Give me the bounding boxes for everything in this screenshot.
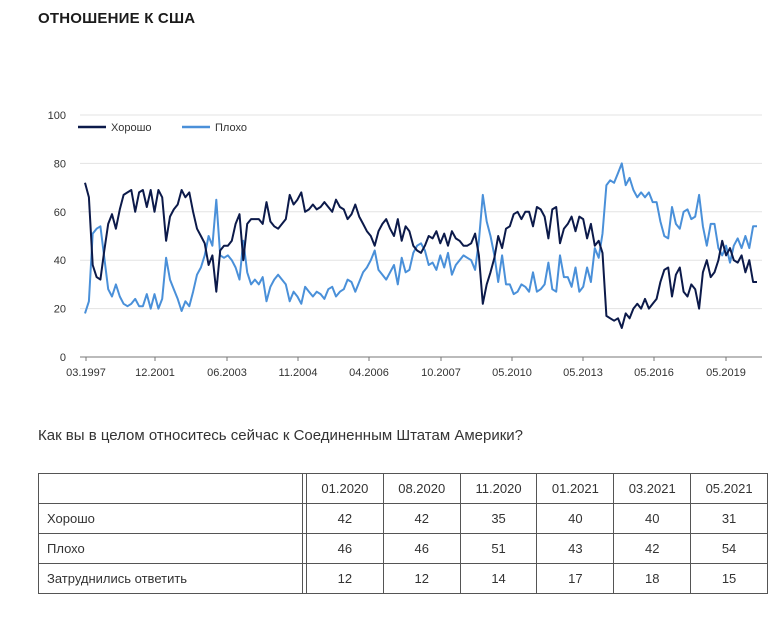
table-cell: 31 — [690, 503, 768, 534]
col-header: 05.2021 — [690, 473, 768, 504]
chart-legend: Хорошо Плохо — [78, 122, 247, 134]
x-tick-label: 11.2004 — [279, 367, 318, 379]
table-cell: 42 — [382, 503, 461, 534]
row-label: Затруднились ответить — [37, 563, 304, 594]
y-axis: 0 20 40 60 80 100 — [48, 110, 66, 364]
table-cell: 43 — [536, 533, 615, 564]
table-cell: 42 — [613, 533, 692, 564]
survey-question: Как вы в целом относитесь сейчас к Соеди… — [38, 427, 523, 444]
table-header-row: 01.2020 08.2020 11.2020 01.2021 03.2021 … — [37, 473, 768, 504]
table-cell: 35 — [459, 503, 538, 534]
y-tick-label: 40 — [54, 255, 66, 267]
y-tick-label: 0 — [60, 352, 66, 364]
col-header: 01.2021 — [536, 473, 615, 504]
table-row: Плохо 46 46 51 43 42 54 — [37, 533, 768, 564]
col-header: 03.2021 — [613, 473, 692, 504]
x-tick-label: 12.2001 — [135, 367, 175, 379]
table-row: Затруднились ответить 12 12 14 17 18 15 — [37, 563, 768, 594]
row-label: Плохо — [37, 533, 304, 564]
y-tick-label: 20 — [54, 304, 66, 316]
table-cell: 40 — [536, 503, 615, 534]
chart-lines — [84, 162, 757, 329]
results-table: 01.2020 08.2020 11.2020 01.2021 03.2021 … — [37, 473, 768, 594]
col-header: 01.2020 — [305, 473, 384, 504]
table-cell: 46 — [305, 533, 384, 564]
table-cell: 14 — [459, 563, 538, 594]
col-header: 11.2020 — [459, 473, 538, 504]
col-header: 08.2020 — [382, 473, 461, 504]
page-title: ОТНОШЕНИЕ К США — [38, 10, 196, 27]
x-axis: 03.1997 12.2001 06.2003 11.2004 04.2006 10.20… — [66, 357, 746, 379]
table-header-empty — [37, 473, 304, 504]
row-label: Хорошо — [37, 503, 304, 534]
table-cell: 51 — [459, 533, 538, 564]
x-tick-label: 03.1997 — [66, 367, 106, 379]
table-cell: 12 — [305, 563, 384, 594]
y-tick-label: 60 — [54, 207, 66, 219]
y-tick-label: 80 — [54, 158, 66, 170]
table-cell: 12 — [382, 563, 461, 594]
table-cell: 18 — [613, 563, 692, 594]
table-cell: 46 — [382, 533, 461, 564]
x-tick-label: 06.2003 — [207, 367, 247, 379]
chart-grid — [80, 114, 762, 358]
table-row: Хорошо 42 42 35 40 40 31 — [37, 503, 768, 534]
legend-label-good: Хорошо — [111, 122, 152, 134]
x-tick-label: 05.2010 — [492, 367, 532, 379]
x-tick-label: 05.2016 — [634, 367, 674, 379]
series-line-good — [84, 182, 757, 329]
x-tick-label: 05.2013 — [563, 367, 603, 379]
table-cell: 40 — [613, 503, 692, 534]
x-tick-label: 05.2019 — [706, 367, 746, 379]
table-cell: 17 — [536, 563, 615, 594]
table-cell: 15 — [690, 563, 768, 594]
x-tick-label: 10.2007 — [421, 367, 461, 379]
table-cell: 54 — [690, 533, 768, 564]
table-cell: 42 — [305, 503, 384, 534]
series-line-bad — [84, 162, 757, 314]
y-tick-label: 100 — [48, 110, 66, 122]
x-tick-label: 04.2006 — [349, 367, 389, 379]
legend-label-bad: Плохо — [215, 122, 247, 134]
line-chart: 0 20 40 60 80 100 03.1997 12.2001 06.2003 11.200… — [48, 110, 762, 379]
